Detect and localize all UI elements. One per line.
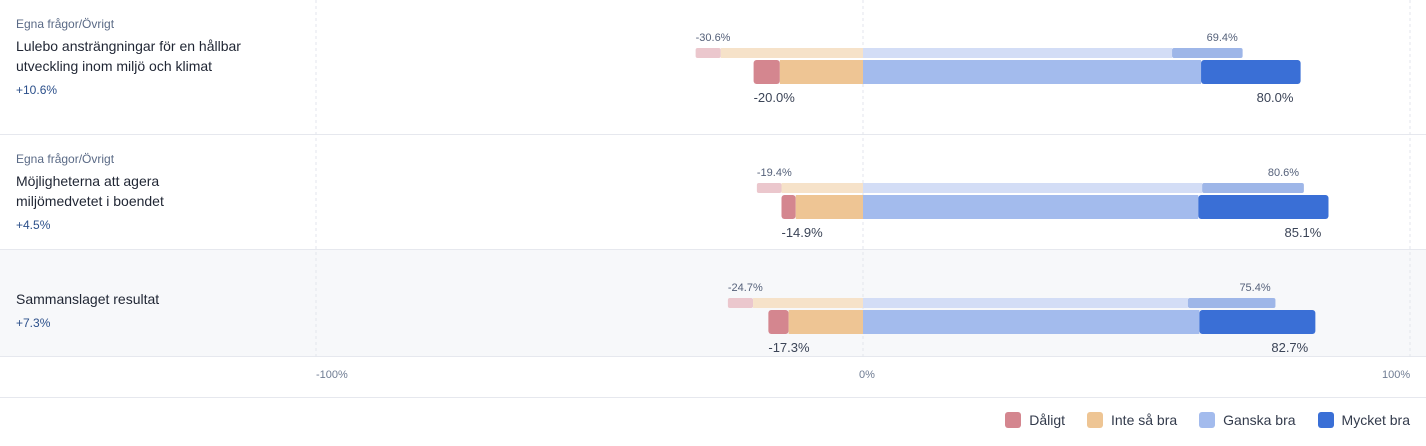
comparison-bar-mycket-bra [1202, 183, 1304, 193]
chart-legend: Dåligt Inte så bra Ganska bra Mycket bra [1005, 412, 1410, 428]
row-label: Sammanslaget resultat +7.3% [16, 285, 246, 331]
comparison-negative-label: -30.6% [696, 32, 731, 44]
comparison-negative-label: -24.7% [728, 282, 763, 294]
bar-daligt [768, 310, 789, 334]
question-text: Möjligheterna att agera miljömedvetet i … [16, 173, 164, 209]
comparison-bar-daligt [756, 183, 782, 193]
comparison-bar-daligt [727, 298, 754, 308]
row-label: Egna frågor/Övrigt Lulebo ansträngningar… [16, 16, 246, 98]
x-tick-label: -100% [316, 369, 348, 381]
bar-inte-sa-bra [795, 195, 863, 219]
comparison-bar-ganska-bra [863, 298, 1188, 308]
change-value: +10.6% [16, 83, 58, 97]
legend-label: Mycket bra [1341, 412, 1410, 428]
bar-daligt [781, 195, 796, 219]
negative-total-label: -14.9% [781, 225, 823, 240]
legend-swatch [1199, 412, 1216, 428]
bar-ganska-bra [863, 195, 1199, 219]
comparison-bar-inte-sa-bra [753, 298, 863, 308]
change-value: +7.3% [16, 316, 51, 330]
question-row: Egna frågor/Övrigt Möjligheterna att age… [0, 135, 1426, 250]
positive-total-label: 80.0% [1257, 90, 1294, 105]
question-category: Egna frågor/Övrigt [16, 17, 115, 31]
comparison-positive-label: 75.4% [1239, 282, 1270, 294]
comparison-bar-ganska-bra [863, 183, 1203, 193]
comparison-positive-label: 80.6% [1268, 167, 1299, 179]
bar-ganska-bra [863, 310, 1200, 334]
x-tick-label: 0% [859, 369, 875, 381]
legend-divider [0, 397, 1426, 398]
bar-mycket-bra [1199, 310, 1316, 334]
bar-inte-sa-bra [788, 310, 863, 334]
comparison-bar-inte-sa-bra [781, 183, 863, 193]
question-category: Egna frågor/Övrigt [16, 152, 115, 166]
bar-daligt [753, 60, 780, 84]
comparison-bar-mycket-bra [1172, 48, 1243, 58]
legend-label: Inte så bra [1111, 412, 1178, 428]
x-tick-label: 100% [1382, 369, 1410, 381]
comparison-positive-label: 69.4% [1207, 32, 1238, 44]
bar-inte-sa-bra [779, 60, 863, 84]
negative-total-label: -17.3% [768, 340, 810, 355]
legend-swatch [1087, 412, 1103, 428]
legend-item-ganska-bra[interactable]: Ganska bra [1199, 412, 1296, 428]
question-text: Sammanslaget resultat [16, 291, 160, 307]
legend-swatch [1317, 412, 1334, 428]
comparison-bar-inte-sa-bra [720, 48, 863, 58]
change-value: +4.5% [16, 218, 51, 232]
legend-item-mycket-bra[interactable]: Mycket bra [1317, 412, 1410, 428]
legend-item-inte-sa-bra[interactable]: Inte så bra [1087, 412, 1177, 428]
diverging-bar-chart: -100% 0% 100% -30.6% 69.4% -20.0% 80.0% -19.4% 8… [315, 0, 1411, 381]
comparison-negative-label: -19.4% [757, 167, 792, 179]
legend-swatch [1005, 412, 1022, 428]
legend-item-daligt[interactable]: Dåligt [1005, 412, 1065, 428]
question-row: Egna frågor/Övrigt Lulebo ansträngningar… [0, 0, 1426, 135]
bar-ganska-bra [863, 60, 1202, 84]
bar-mycket-bra [1198, 195, 1329, 219]
comparison-bar-mycket-bra [1187, 298, 1276, 308]
legend-label: Dåligt [1029, 412, 1065, 428]
negative-total-label: -20.0% [754, 90, 796, 105]
legend-label: Ganska bra [1223, 412, 1296, 428]
bar-mycket-bra [1201, 60, 1301, 84]
question-text: Lulebo ansträngningar för en hållbar utv… [16, 38, 241, 74]
positive-total-label: 82.7% [1271, 340, 1308, 355]
row-label: Egna frågor/Övrigt Möjligheterna att age… [16, 151, 246, 233]
positive-total-label: 85.1% [1284, 225, 1321, 240]
comparison-bar-daligt [695, 48, 721, 58]
comparison-bar-ganska-bra [863, 48, 1173, 58]
